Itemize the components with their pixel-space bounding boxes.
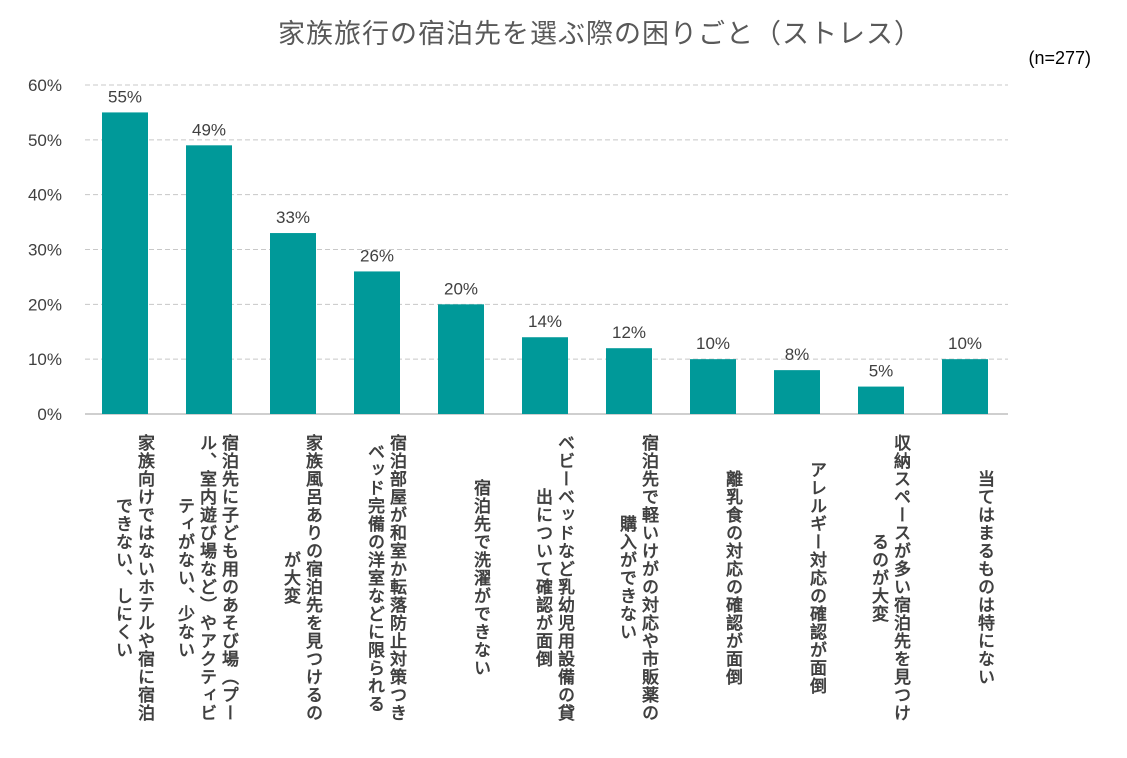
y-tick-label: 0%	[37, 405, 62, 424]
bar	[186, 145, 232, 415]
y-tick-label: 10%	[28, 350, 62, 369]
bar	[690, 359, 736, 414]
data-label: 20%	[444, 279, 478, 298]
data-label: 10%	[948, 334, 982, 353]
x-category-label: 離乳食の対応の確認が面倒	[722, 470, 742, 686]
x-category-label: 宿泊先に子ども用のあそび場（プール、室内遊び場など）やアクティビティがない、少な…	[174, 434, 238, 722]
x-category-label: 宿泊先で軽いけがの対応や市販薬の購入ができない	[616, 434, 658, 722]
data-label: 10%	[696, 334, 730, 353]
data-label: 12%	[612, 323, 646, 342]
x-category-label: 収納スペースが多い宿泊先を見つけるのが大変	[868, 434, 910, 722]
x-category-label: 宿泊部屋が和室か転落防止対策つきベッド完備の洋室などに限られる	[364, 434, 406, 722]
y-tick-label: 40%	[28, 186, 62, 205]
y-tick-label: 50%	[28, 131, 62, 150]
x-category-label: アレルギー対応の確認が面倒	[806, 461, 826, 695]
data-label: 14%	[528, 312, 562, 331]
bar	[774, 370, 820, 414]
x-category-label: 宿泊先で洗濯ができない	[470, 479, 490, 677]
data-label: 49%	[192, 120, 226, 139]
x-category-label: 家族風呂ありの宿泊先を見つけるのが大変	[280, 434, 322, 722]
bar	[102, 112, 148, 415]
bar	[522, 337, 568, 414]
bar	[942, 359, 988, 414]
bar	[438, 304, 484, 414]
y-tick-label: 20%	[28, 295, 62, 314]
bar	[858, 386, 904, 414]
bar	[270, 233, 316, 414]
data-label: 8%	[785, 345, 810, 364]
sample-size-note: (n=277)	[1028, 48, 1091, 68]
data-label: 55%	[108, 87, 142, 106]
chart-title: 家族旅行の宿泊先を選ぶ際の困りごと（ストレス）	[278, 19, 922, 50]
data-label: 33%	[276, 208, 310, 227]
x-category-label: ベビーベッドなど乳幼児用設備の貸出について確認が面倒	[532, 434, 574, 722]
x-category-label: 当てはまるものは特にない	[974, 470, 994, 686]
data-label: 26%	[360, 246, 394, 265]
y-tick-label: 30%	[28, 241, 62, 260]
x-category-label: 家族向けではないホテルや宿に宿泊できない、しにくい	[112, 434, 154, 722]
data-label: 5%	[869, 362, 894, 381]
bar	[354, 271, 400, 414]
bar	[606, 348, 652, 414]
y-tick-label: 60%	[28, 76, 62, 95]
